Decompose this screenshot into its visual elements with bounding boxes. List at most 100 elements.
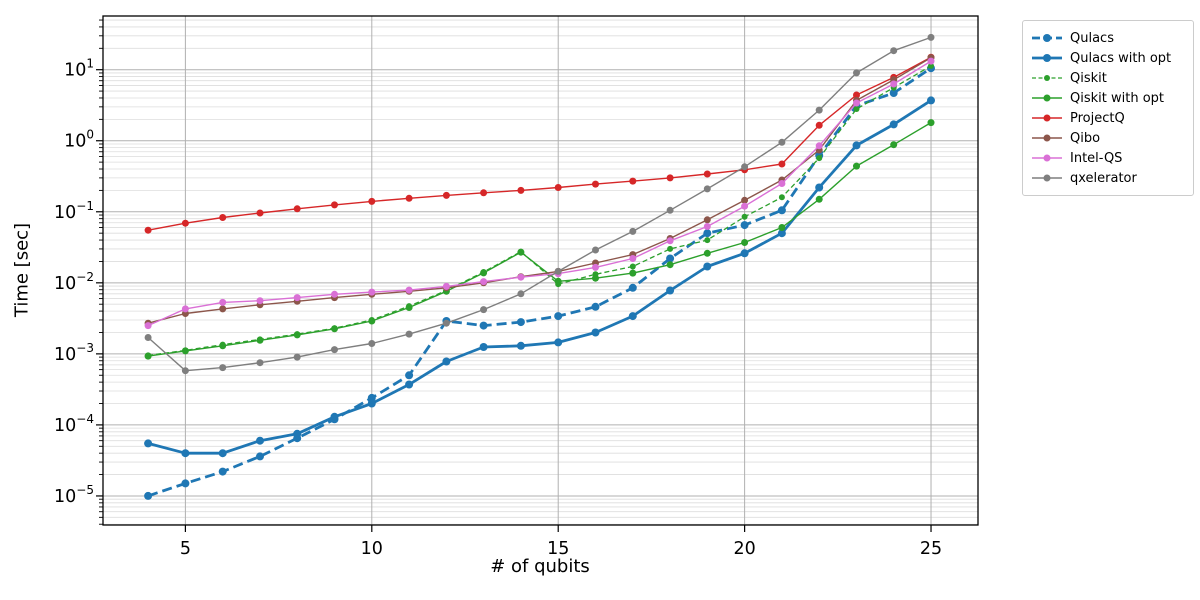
legend-marker-qiskit: [1044, 75, 1050, 81]
legend-swatch-intel-qs: [1032, 154, 1062, 162]
series-marker-qulacs-with-opt: [815, 183, 824, 192]
x-tick-label: 25: [920, 539, 942, 559]
legend-marker-qibo: [1043, 134, 1051, 142]
series-marker-qulacs: [256, 452, 264, 461]
grid-minor: [103, 19, 978, 525]
series-marker-qxelerator: [442, 319, 450, 327]
series-marker-intel-qs: [368, 288, 376, 296]
series-marker-qulacs: [889, 89, 898, 97]
series-marker-intel-qs: [592, 263, 599, 271]
y-tick-exponent: 0: [86, 128, 94, 142]
series-marker-qiskit-with-opt: [144, 352, 152, 360]
series-marker-qulacs: [554, 312, 563, 321]
series-marker-qiskit-with-opt: [219, 342, 227, 350]
legend-marker-intel-qs: [1043, 154, 1051, 162]
series-marker-qxelerator: [592, 246, 599, 254]
legend-item-qiskit-with-opt: Qiskit with opt: [1031, 88, 1183, 108]
series-marker-qxelerator: [666, 206, 674, 214]
legend-item-qibo: Qibo: [1031, 128, 1183, 148]
series-marker-qulacs: [703, 229, 712, 238]
series-marker-intel-qs: [331, 290, 338, 298]
y-tick-exponent: −4: [76, 412, 94, 426]
series-marker-qiskit-with-opt: [703, 249, 711, 257]
series-marker-qiskit-with-opt: [517, 248, 525, 256]
series-marker-qulacs-with-opt: [666, 286, 675, 295]
series-marker-intel-qs: [517, 273, 525, 281]
legend-swatch-qulacs: [1032, 34, 1062, 42]
series-marker-intel-qs: [144, 322, 152, 330]
series-marker-qxelerator: [368, 340, 376, 347]
series-marker-qiskit: [629, 263, 636, 270]
y-tick-label: 100: [64, 128, 94, 152]
series-marker-projectq: [853, 91, 860, 99]
series-marker-qiskit: [667, 245, 674, 252]
series-marker-qxelerator: [778, 138, 786, 146]
series-marker-intel-qs: [815, 142, 823, 150]
axis-ticks: [96, 19, 932, 532]
series-marker-qulacs-with-opt: [927, 96, 935, 105]
series-marker-qiskit: [853, 106, 860, 112]
y-tick-label: 101: [64, 57, 94, 81]
series-marker-qxelerator: [256, 359, 264, 367]
y-tick-exponent: 1: [86, 57, 94, 71]
series-qulacs-with-opt: [144, 96, 935, 458]
y-tick-label: 10−1: [54, 199, 94, 223]
legend-marker-projectq: [1043, 114, 1051, 122]
series-marker-qxelerator: [144, 334, 152, 341]
y-tick-mantissa: 10: [54, 274, 76, 294]
series-marker-projectq: [256, 209, 264, 217]
series-marker-intel-qs: [256, 297, 264, 305]
series-marker-intel-qs: [927, 57, 935, 65]
series-marker-qibo: [219, 305, 227, 313]
legend-marker-qulacs: [1043, 34, 1051, 42]
series-marker-qxelerator: [629, 227, 637, 235]
series-marker-qulacs: [740, 221, 749, 230]
series-line-projectq: [147, 56, 932, 231]
y-tick-label: 10−3: [54, 341, 94, 365]
x-tick-label: 15: [547, 539, 569, 559]
series-marker-qiskit-with-opt: [554, 277, 562, 285]
series-marker-qxelerator: [331, 346, 338, 354]
legend: Qulacs Qulacs with opt Qiskit Qiskit with o…: [1022, 20, 1194, 196]
legend-item-qxelerator: qxelerator: [1031, 168, 1183, 188]
series-marker-projectq: [554, 184, 562, 191]
series-marker-qiskit-with-opt: [181, 347, 189, 355]
series-marker-qulacs: [591, 302, 600, 311]
series-marker-qulacs-with-opt: [740, 249, 749, 258]
series-marker-qulacs-with-opt: [144, 439, 153, 448]
series-marker-qulacs-with-opt: [293, 429, 302, 438]
series-marker-qxelerator: [741, 163, 749, 171]
series-marker-qiskit-with-opt: [592, 274, 599, 282]
x-tick-label: 10: [361, 539, 383, 559]
series-marker-intel-qs: [741, 202, 749, 210]
series-marker-qulacs-with-opt: [777, 229, 786, 238]
legend-item-qulacs-with-opt: Qulacs with opt: [1031, 48, 1183, 68]
series-marker-qiskit-with-opt: [405, 304, 413, 311]
series-marker-qxelerator: [890, 47, 898, 55]
legend-swatch-qiskit-with-opt: [1032, 94, 1062, 102]
series-marker-qulacs-with-opt: [218, 449, 227, 458]
series-marker-qiskit-with-opt: [368, 317, 376, 325]
series-marker-intel-qs: [666, 237, 674, 245]
series-marker-projectq: [405, 194, 413, 202]
y-tick-label: 10−4: [54, 412, 94, 436]
legend-label-projectq: ProjectQ: [1070, 110, 1125, 126]
legend-swatch-qulacs-with-opt: [1032, 54, 1062, 62]
series-marker-projectq: [219, 214, 227, 221]
series-marker-qulacs-with-opt: [628, 312, 637, 321]
legend-item-qiskit: Qiskit: [1031, 68, 1183, 88]
series-marker-qibo: [741, 196, 749, 204]
legend-marker-qxelerator: [1043, 174, 1051, 182]
series-marker-qxelerator: [293, 353, 301, 361]
series-marker-qxelerator: [815, 106, 823, 114]
legend-label-qxelerator: qxelerator: [1070, 170, 1137, 186]
legend-swatch-projectq: [1032, 114, 1062, 122]
x-tick-label: 5: [180, 539, 191, 559]
legend-label-qulacs: Qulacs: [1070, 30, 1114, 46]
series-line-qiskit-with-opt: [148, 121, 932, 357]
series-marker-qiskit-with-opt: [853, 162, 860, 170]
series-marker-intel-qs: [293, 294, 301, 302]
series-marker-qulacs-with-opt: [516, 341, 525, 350]
